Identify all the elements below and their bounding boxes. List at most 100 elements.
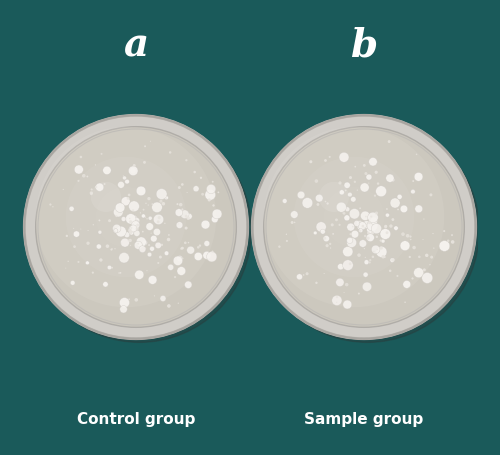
Circle shape: [358, 224, 360, 225]
Circle shape: [400, 241, 410, 251]
Circle shape: [366, 234, 374, 242]
Circle shape: [142, 241, 148, 246]
Circle shape: [103, 282, 108, 288]
Circle shape: [161, 244, 163, 247]
Circle shape: [336, 296, 338, 298]
Circle shape: [359, 240, 366, 248]
Circle shape: [376, 249, 378, 251]
Circle shape: [408, 256, 411, 258]
Circle shape: [298, 192, 305, 199]
Circle shape: [193, 186, 199, 192]
Circle shape: [162, 202, 165, 206]
Circle shape: [91, 182, 121, 212]
Circle shape: [386, 175, 394, 183]
Circle shape: [373, 251, 374, 253]
Circle shape: [121, 243, 122, 244]
Circle shape: [133, 226, 138, 230]
Circle shape: [155, 243, 162, 249]
Circle shape: [186, 247, 194, 254]
Circle shape: [366, 175, 372, 181]
Circle shape: [132, 165, 136, 167]
Circle shape: [324, 160, 327, 162]
Circle shape: [128, 233, 130, 234]
Circle shape: [316, 222, 326, 233]
Circle shape: [451, 235, 453, 237]
Circle shape: [364, 248, 365, 250]
Circle shape: [74, 166, 84, 175]
Circle shape: [439, 241, 450, 252]
Circle shape: [129, 231, 132, 234]
Circle shape: [296, 274, 302, 280]
Circle shape: [360, 183, 369, 192]
Circle shape: [120, 298, 130, 308]
Circle shape: [326, 203, 328, 205]
Circle shape: [212, 205, 214, 207]
Circle shape: [120, 239, 130, 248]
Circle shape: [68, 261, 69, 263]
Circle shape: [320, 230, 326, 235]
Circle shape: [206, 252, 217, 263]
Circle shape: [374, 195, 376, 197]
Circle shape: [28, 120, 252, 343]
Circle shape: [194, 172, 196, 174]
Circle shape: [62, 189, 64, 191]
Circle shape: [362, 283, 372, 292]
Circle shape: [121, 217, 126, 222]
Circle shape: [316, 203, 320, 207]
Circle shape: [130, 168, 136, 174]
Circle shape: [70, 281, 75, 286]
Circle shape: [99, 259, 102, 262]
Circle shape: [324, 201, 326, 203]
Circle shape: [148, 244, 150, 247]
Circle shape: [156, 189, 167, 200]
Circle shape: [384, 225, 387, 228]
Circle shape: [122, 177, 126, 181]
Circle shape: [343, 300, 352, 309]
Circle shape: [364, 235, 366, 238]
Circle shape: [348, 263, 352, 266]
Circle shape: [386, 232, 388, 235]
Circle shape: [132, 220, 140, 228]
Circle shape: [346, 238, 353, 244]
Circle shape: [121, 197, 130, 206]
Circle shape: [203, 252, 211, 260]
Circle shape: [69, 207, 74, 212]
Circle shape: [173, 257, 182, 266]
Circle shape: [118, 182, 124, 189]
Circle shape: [100, 153, 102, 156]
Circle shape: [182, 209, 184, 211]
Circle shape: [130, 228, 132, 229]
Circle shape: [148, 217, 152, 221]
Circle shape: [367, 221, 378, 232]
Circle shape: [160, 200, 162, 203]
Circle shape: [103, 167, 111, 175]
Circle shape: [147, 253, 152, 257]
Circle shape: [128, 226, 136, 234]
Circle shape: [380, 247, 383, 250]
Circle shape: [52, 207, 54, 208]
Text: a: a: [124, 26, 148, 65]
Circle shape: [350, 197, 356, 202]
Circle shape: [377, 183, 380, 186]
Circle shape: [264, 127, 444, 308]
Circle shape: [372, 256, 374, 258]
Circle shape: [146, 218, 148, 220]
Circle shape: [124, 233, 130, 238]
Circle shape: [148, 197, 150, 201]
Circle shape: [352, 226, 354, 228]
Circle shape: [380, 240, 382, 242]
Circle shape: [82, 175, 86, 178]
Circle shape: [112, 225, 121, 233]
Circle shape: [349, 177, 352, 180]
Circle shape: [111, 267, 113, 269]
Circle shape: [130, 225, 137, 233]
Circle shape: [368, 262, 371, 264]
Circle shape: [369, 158, 377, 167]
Circle shape: [150, 236, 157, 243]
Circle shape: [208, 199, 211, 202]
Circle shape: [74, 232, 80, 238]
Circle shape: [73, 246, 76, 248]
Circle shape: [346, 238, 356, 248]
Circle shape: [432, 233, 434, 235]
Circle shape: [406, 234, 409, 238]
